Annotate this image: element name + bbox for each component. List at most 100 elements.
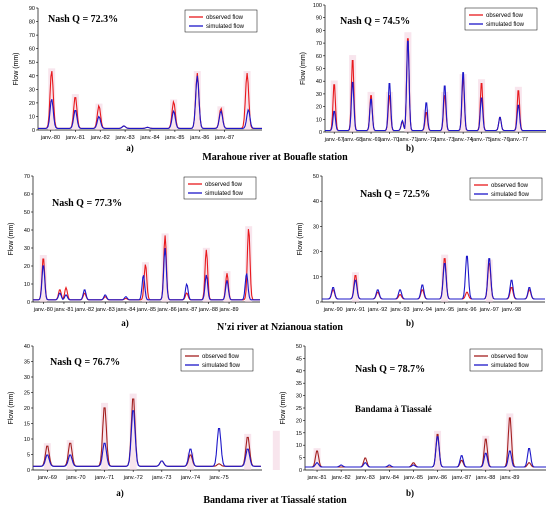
peak-highlight — [441, 254, 449, 302]
y-axis-label: Flow (mm) — [280, 391, 287, 424]
y-tick-label: 20 — [24, 264, 30, 270]
y-tick-label: 60 — [24, 192, 30, 198]
legend: observed flow simulated flow — [464, 7, 538, 31]
x-tick-label: janv.-67 — [324, 137, 344, 143]
peak-highlight — [313, 448, 321, 470]
panel-sublabel: a) — [116, 488, 124, 498]
y-tick-label: 40 — [313, 199, 319, 205]
y-tick-label: 10 — [24, 282, 30, 288]
peak-highlight — [223, 271, 231, 302]
caption-bandama: Bandama river at Tiassalé station — [203, 495, 347, 506]
peak-highlight — [351, 272, 359, 302]
y-tick-label: 35 — [296, 381, 302, 387]
nash-score: Nash Q = 72.5% — [360, 189, 430, 200]
y-tick-label: 20 — [296, 418, 302, 424]
peak-highlight — [367, 91, 375, 132]
panel-sublabel: b) — [406, 488, 414, 498]
y-axis-label: Flow (mm) — [8, 391, 15, 424]
chart-annotation: Bandama à Tiassalé — [355, 404, 432, 414]
x-tick-label: janv.-82 — [90, 135, 110, 141]
y-tick-label: 30 — [316, 92, 322, 98]
x-tick-label: janv.-80 — [40, 135, 60, 141]
x-tick-label: janv.-81 — [53, 307, 73, 313]
x-tick-label: janv.-84 — [379, 475, 399, 481]
x-tick-label: janv.-91 — [345, 307, 365, 313]
y-tick-label: 5 — [299, 456, 302, 462]
legend-label: observed flow — [202, 354, 240, 360]
x-tick-label: janv.-75 — [208, 475, 228, 481]
x-tick-label: janv.-95 — [434, 307, 454, 313]
nash-score: Nash Q = 76.7% — [50, 357, 120, 368]
simulated-flow-line — [33, 410, 261, 467]
peak-highlight — [170, 99, 178, 130]
caption-marahoue: Marahoue river at Bouafle station — [202, 152, 348, 163]
y-tick-label: 40 — [296, 369, 302, 375]
simulated-flow-line — [322, 255, 545, 300]
peak-highlight — [71, 94, 79, 130]
peak-highlight — [330, 80, 338, 132]
y-tick-label: 0 — [27, 468, 30, 474]
y-tick-label: 50 — [296, 344, 302, 350]
x-tick-label: janv.-85 — [403, 475, 423, 481]
x-tick-label: janv.-87 — [214, 135, 234, 141]
y-tick-label: 70 — [316, 41, 322, 47]
y-tick-label: 30 — [296, 394, 302, 400]
x-tick-label: janv.-86 — [189, 135, 209, 141]
y-tick-label: 10 — [296, 443, 302, 449]
x-tick-label: janv.-74 — [453, 137, 473, 143]
peak-highlight — [243, 71, 251, 130]
peak-highlight — [129, 393, 137, 470]
observed-flow-line — [38, 70, 262, 129]
y-tick-label: 40 — [24, 344, 30, 350]
x-tick-label: janv.-86 — [427, 475, 447, 481]
peak-highlight — [349, 55, 357, 132]
x-tick-label: janv.-70 — [379, 137, 399, 143]
nash-score: Nash Q = 72.3% — [48, 14, 118, 25]
x-tick-label: janv.-75 — [471, 137, 491, 143]
x-tick-label: janv.-94 — [412, 307, 432, 313]
legend-label: simulated flow — [491, 363, 530, 369]
y-tick-label: 5 — [27, 453, 30, 459]
peak-highlight — [478, 79, 486, 132]
y-tick-label: 0 — [299, 468, 302, 474]
panel-sublabel: a) — [121, 318, 129, 328]
y-tick-label: 40 — [316, 79, 322, 85]
y-tick-label: 50 — [316, 67, 322, 73]
y-tick-label: 20 — [313, 250, 319, 256]
y-tick-label: 0 — [316, 300, 319, 306]
nash-score: Nash Q = 77.3% — [52, 198, 122, 209]
x-tick-label: janv.-71 — [94, 475, 114, 481]
x-tick-label: janv.-73 — [434, 137, 454, 143]
legend-label: observed flow — [486, 13, 524, 19]
nash-score: Nash Q = 74.5% — [340, 16, 410, 27]
legend: observed flow simulated flow — [180, 348, 254, 372]
legend-label: simulated flow — [202, 363, 241, 369]
y-tick-label: 20 — [316, 105, 322, 111]
y-tick-label: 80 — [316, 28, 322, 34]
x-tick-label: janv.-92 — [367, 307, 387, 313]
y-tick-label: 50 — [313, 174, 319, 180]
x-tick-label: janv.-97 — [479, 307, 499, 313]
y-tick-label: 25 — [296, 406, 302, 412]
y-tick-label: 100 — [313, 3, 322, 9]
y-tick-label: 60 — [29, 47, 35, 53]
peak-highlight — [506, 413, 514, 470]
simulated-flow-line — [325, 40, 546, 132]
y-tick-label: 70 — [24, 174, 30, 180]
y-tick-label: 50 — [24, 210, 30, 216]
peak-highlight — [217, 106, 225, 130]
y-axis-label: Flow (mm) — [13, 52, 20, 85]
peak-highlight — [141, 262, 149, 302]
peak-highlight — [422, 109, 430, 132]
x-tick-label: janv.-82 — [74, 307, 94, 313]
y-tick-label: 10 — [24, 437, 30, 443]
x-tick-label: janv.-88 — [475, 475, 495, 481]
x-tick-label: janv.-80 — [33, 307, 53, 313]
legend-label: observed flow — [205, 182, 243, 188]
y-tick-label: 0 — [32, 128, 35, 134]
y-tick-label: 60 — [316, 54, 322, 60]
x-tick-label: janv.-72 — [123, 475, 143, 481]
x-tick-label: janv.-69 — [37, 475, 57, 481]
